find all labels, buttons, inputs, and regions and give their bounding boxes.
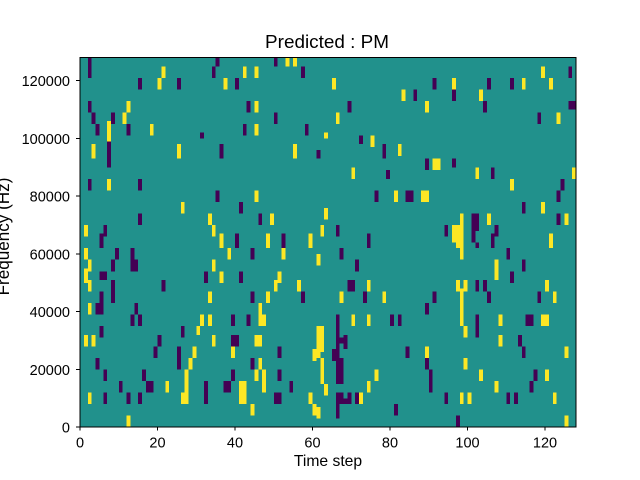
svg-text:0: 0 [62, 421, 70, 437]
svg-text:Time step: Time step [294, 453, 363, 470]
svg-text:120: 120 [533, 436, 557, 452]
svg-text:Predicted : PM: Predicted : PM [265, 32, 389, 53]
svg-text:80000: 80000 [30, 190, 70, 206]
svg-text:40: 40 [227, 436, 243, 452]
svg-text:60000: 60000 [30, 247, 70, 263]
svg-text:100: 100 [455, 436, 479, 452]
svg-text:60: 60 [304, 436, 320, 452]
svg-text:Frequency (Hz): Frequency (Hz) [0, 178, 13, 296]
svg-text:100000: 100000 [22, 132, 70, 148]
svg-text:120000: 120000 [22, 74, 70, 90]
svg-text:20000: 20000 [30, 363, 70, 379]
svg-text:40000: 40000 [30, 305, 70, 321]
svg-text:0: 0 [76, 436, 84, 452]
svg-text:20: 20 [149, 436, 165, 452]
svg-text:80: 80 [382, 436, 398, 452]
